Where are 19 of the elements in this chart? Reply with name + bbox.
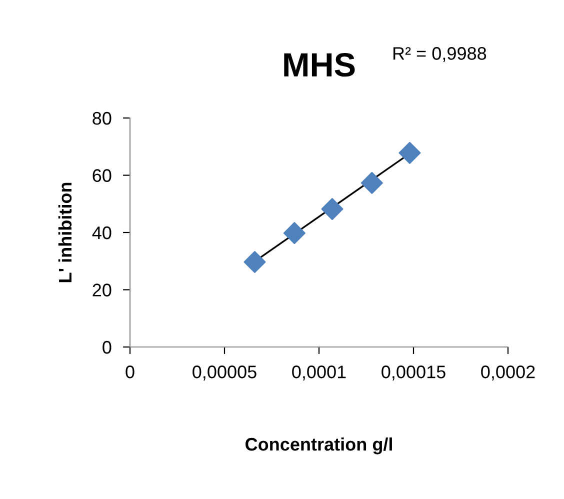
chart-title: MHS xyxy=(284,53,355,77)
x-tick-label: 0 xyxy=(126,366,134,378)
y-tick-label: 40 xyxy=(92,226,112,240)
text: R² = 0,9988 xyxy=(393,47,486,62)
point xyxy=(360,172,383,194)
point xyxy=(283,222,306,244)
y-tick-label: 20 xyxy=(92,284,112,296)
y-tick-label: 80 xyxy=(92,112,112,125)
point xyxy=(398,142,421,164)
y-tick-label: 60 xyxy=(92,169,112,182)
y-tick-label: 0 xyxy=(102,340,112,354)
y-axis-title: L' inhibition xyxy=(58,182,72,282)
x-axis-title: Concentration g/l xyxy=(246,437,392,454)
x-tick-label: 0,0002 xyxy=(481,366,535,380)
x-tick-label: 0,00005 xyxy=(192,366,256,380)
point xyxy=(321,198,344,220)
point xyxy=(244,250,266,273)
x-tick-label: 0,00015 xyxy=(382,366,446,380)
x-tick-label: 0,0001 xyxy=(292,366,346,380)
